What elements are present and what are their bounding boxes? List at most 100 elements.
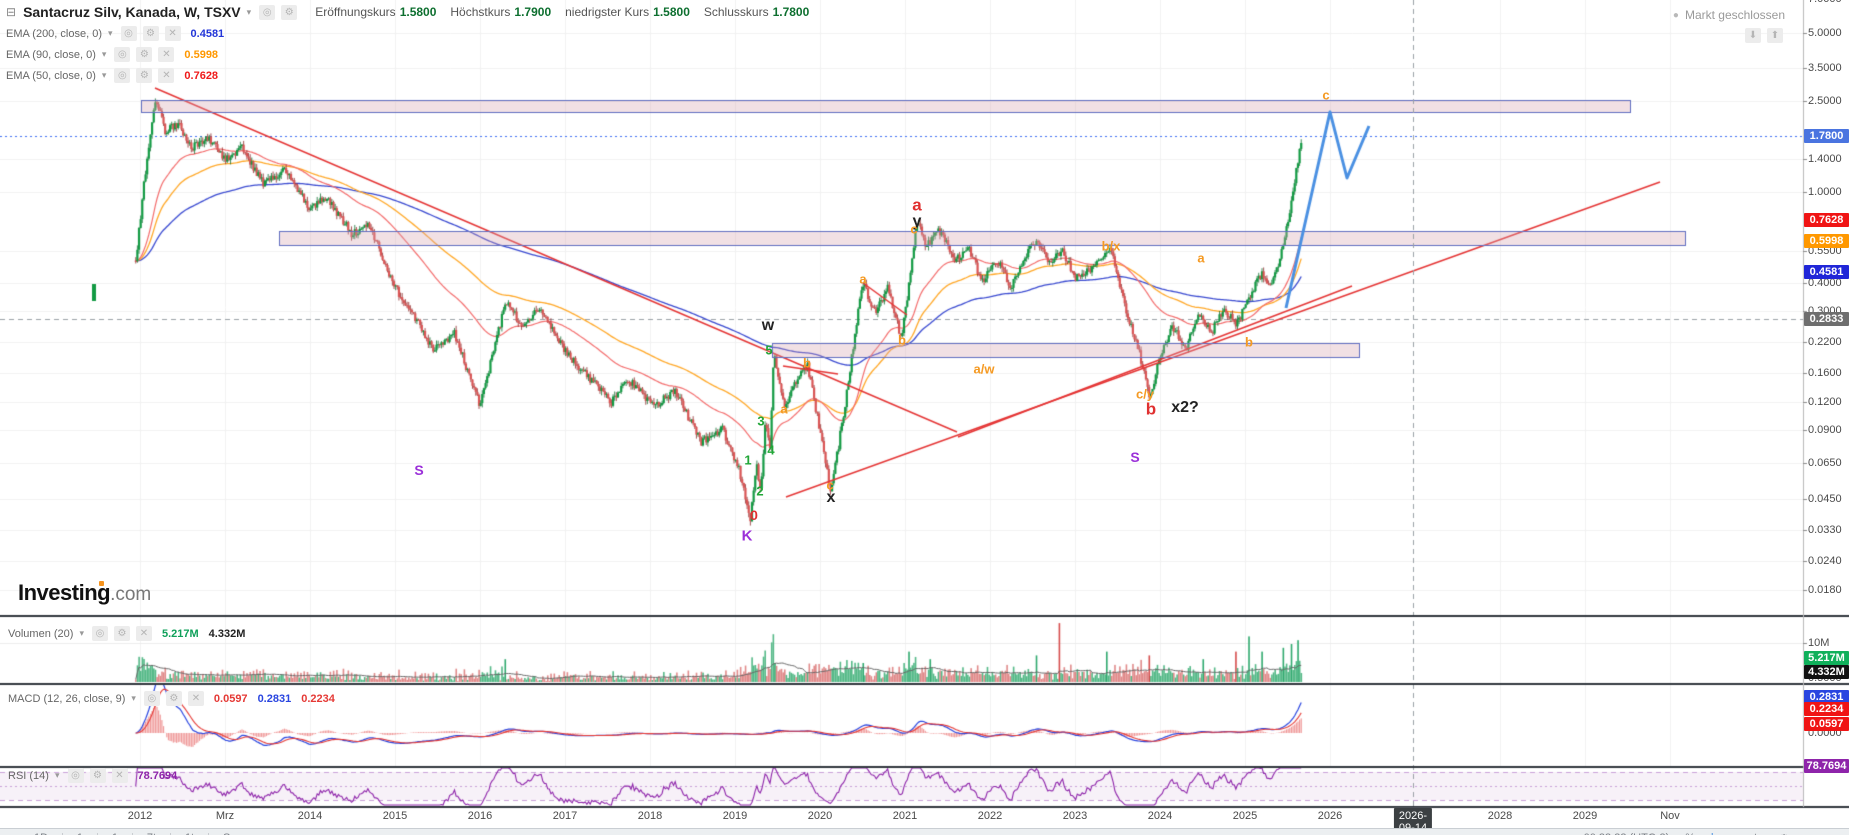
- gear-icon[interactable]: ⚙: [89, 768, 106, 783]
- chevron-down-icon[interactable]: ▾: [79, 628, 84, 638]
- close-icon[interactable]: ✕: [187, 691, 204, 706]
- price-tick-label: 0.0900: [1808, 424, 1842, 437]
- gear-icon[interactable]: ⚙: [113, 626, 130, 641]
- time-tick-label: 2017: [552, 810, 578, 822]
- timeframe-button[interactable]: 7t: [143, 832, 160, 835]
- axis-price-badge: 0.0597: [1804, 717, 1849, 731]
- elliott-wave-label[interactable]: x: [826, 489, 836, 506]
- elliott-wave-label[interactable]: a/w: [973, 361, 995, 377]
- time-tick-label: 2016: [467, 810, 493, 822]
- open-readout: Eröffnungskurs 1.5800: [315, 5, 437, 19]
- elliott-wave-label[interactable]: c/y: [1135, 386, 1155, 402]
- price-tick-label: 0.0650: [1808, 456, 1842, 469]
- elliott-wave-label[interactable]: b: [1245, 334, 1253, 350]
- elliott-wave-label[interactable]: b: [1145, 399, 1157, 419]
- price-tick-label: 0.2200: [1808, 335, 1842, 348]
- elliott-wave-label[interactable]: S: [1130, 449, 1140, 465]
- ema50-label[interactable]: EMA (50, close, 0): [6, 69, 96, 82]
- timeframe-button[interactable]: 1D: [30, 832, 52, 835]
- elliott-wave-label[interactable]: 0: [750, 507, 758, 523]
- investing-logo: Investing.com: [18, 580, 151, 606]
- elliott-wave-label[interactable]: K: [741, 527, 753, 545]
- axis-price-badge: 0.5998: [1804, 234, 1849, 248]
- volume-ma-value: 5.217M: [161, 627, 199, 640]
- chevron-down-icon[interactable]: ▾: [101, 49, 107, 59]
- volume-tick-label: 10M: [1808, 637, 1830, 649]
- elliott-wave-label[interactable]: a: [912, 195, 922, 215]
- elliott-wave-label[interactable]: b/x: [1101, 238, 1121, 254]
- price-tick-label: 0.5500: [1808, 245, 1842, 258]
- eye-icon[interactable]: ◎: [259, 4, 276, 20]
- timeframe-button[interactable]: S: [219, 832, 234, 835]
- close-icon[interactable]: ✕: [164, 26, 181, 41]
- ema200-label[interactable]: EMA (200, close, 0): [6, 27, 102, 40]
- time-tick-label: 2014: [297, 810, 323, 822]
- symbol-title[interactable]: Santacruz Silv, Kanada, W, TSXV: [23, 4, 241, 20]
- gear-icon[interactable]: ⚙: [281, 4, 298, 20]
- gear-icon[interactable]: ⚙: [136, 47, 153, 62]
- chevron-down-icon[interactable]: ▾: [54, 770, 60, 780]
- time-tick-label: 2018: [637, 810, 663, 822]
- chevron-down-icon[interactable]: ▾: [101, 70, 107, 80]
- close-icon[interactable]: ✕: [158, 68, 175, 83]
- chevron-down-icon[interactable]: ▾: [246, 6, 252, 17]
- arrow-down-icon[interactable]: ⬇: [1745, 28, 1761, 43]
- elliott-wave-label[interactable]: 5: [765, 342, 773, 358]
- logo-text: Investing: [18, 580, 111, 605]
- elliott-wave-label[interactable]: a: [1197, 250, 1205, 266]
- gear-icon[interactable]: ⚙: [165, 691, 182, 706]
- price-tick-label: 0.0450: [1808, 493, 1842, 505]
- logo-suffix: .com: [110, 584, 152, 605]
- elliott-wave-label[interactable]: S: [414, 462, 424, 478]
- gear-icon[interactable]: ⚙: [1779, 832, 1789, 835]
- elliott-wave-label[interactable]: b: [898, 332, 906, 348]
- chevron-down-icon[interactable]: ▾: [108, 28, 113, 38]
- percent-scale-button[interactable]: %: [1685, 832, 1695, 835]
- timeframe-button[interactable]: 1: [73, 832, 87, 835]
- price-tick-label: 0.1200: [1808, 395, 1842, 408]
- eye-icon[interactable]: ◎: [91, 626, 108, 641]
- volume-label[interactable]: Volumen (20): [8, 627, 74, 640]
- elliott-wave-label[interactable]: w: [761, 317, 775, 334]
- elliott-wave-label[interactable]: b: [803, 355, 811, 371]
- chevron-down-icon[interactable]: ▾: [131, 693, 136, 703]
- macd-hist-value: 0.0597: [213, 692, 248, 705]
- close-icon[interactable]: ✕: [111, 768, 128, 783]
- close-icon[interactable]: ✕: [158, 47, 175, 62]
- ema90-label[interactable]: EMA (90, close, 0): [6, 48, 96, 61]
- axis-price-badge: 4.332M: [1804, 665, 1849, 679]
- elliott-wave-label[interactable]: a: [780, 401, 788, 417]
- elliott-wave-label[interactable]: 2: [756, 483, 764, 499]
- timeframe-button[interactable]: 1: [108, 832, 122, 835]
- elliott-wave-label[interactable]: c: [910, 221, 918, 237]
- eye-icon[interactable]: ◎: [114, 47, 131, 62]
- elliott-wave-label[interactable]: y: [912, 213, 922, 230]
- eye-icon[interactable]: ◎: [120, 26, 137, 41]
- gear-icon[interactable]: ⚙: [142, 26, 159, 41]
- elliott-wave-label[interactable]: 3: [757, 413, 765, 429]
- elliott-wave-label[interactable]: c: [826, 477, 834, 493]
- close-icon[interactable]: ✕: [135, 626, 152, 641]
- eye-icon[interactable]: ◎: [67, 768, 84, 783]
- log-scale-button[interactable]: log: [1711, 832, 1726, 835]
- rsi-label[interactable]: RSI (14): [8, 769, 49, 782]
- macd-label[interactable]: MACD (12, 26, close, 9): [8, 692, 126, 705]
- elliott-wave-label[interactable]: 1: [744, 452, 752, 468]
- elliott-wave-label[interactable]: c: [1322, 87, 1330, 103]
- collapse-legend-icon[interactable]: ⊟: [6, 5, 17, 19]
- gear-icon[interactable]: ⚙: [136, 68, 153, 83]
- macd-legend-row: MACD (12, 26, close, 9) ▾ ◎ ⚙ ✕ 0.0597 0…: [8, 691, 335, 706]
- arrow-up-icon[interactable]: ⬆: [1767, 28, 1783, 43]
- price-tick-label: 0.0330: [1808, 523, 1842, 536]
- elliott-wave-label[interactable]: 4: [767, 442, 775, 458]
- axis-price-badge: 78.7694: [1804, 759, 1849, 773]
- eye-icon[interactable]: ◎: [114, 68, 131, 83]
- eye-icon[interactable]: ◎: [143, 691, 160, 706]
- elliott-wave-label[interactable]: a: [859, 271, 867, 287]
- auto-scale-button[interactable]: auto: [1742, 832, 1763, 835]
- elliott-wave-label[interactable]: x2?: [1171, 399, 1199, 416]
- ema50-legend-row: EMA (50, close, 0) ▾ ◎ ⚙ ✕ 0.7628: [6, 68, 218, 83]
- time-tick-label: 2023: [1062, 810, 1088, 822]
- timeframe-button[interactable]: 1t: [181, 832, 198, 835]
